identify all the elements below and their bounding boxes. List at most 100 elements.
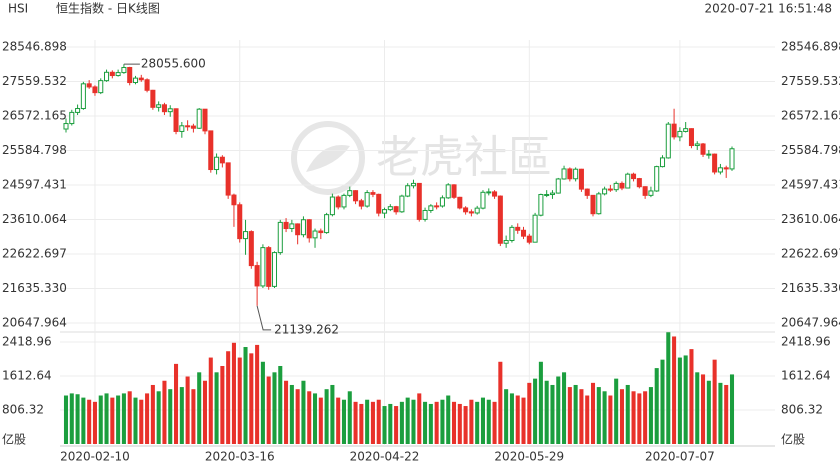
volume-bar	[214, 372, 219, 444]
y2-tick-label: 806.32	[781, 403, 823, 417]
candle-body	[115, 72, 121, 77]
candle-body	[196, 108, 202, 129]
candle-body	[98, 80, 104, 94]
y-tick-label: 1612.64	[2, 369, 52, 383]
volume-bar	[162, 380, 167, 444]
x-tick-label: 2020-05-29	[494, 450, 564, 464]
candle-body	[723, 167, 729, 170]
volume-bar	[498, 361, 503, 444]
volume-bar	[457, 403, 462, 444]
candle-body	[208, 130, 214, 171]
candle-body	[544, 194, 550, 197]
candle-body	[578, 168, 584, 190]
y2-tick-label: 27559.532	[781, 74, 840, 88]
volume-bar	[220, 365, 225, 444]
volume-bar	[538, 361, 543, 444]
candle-body	[173, 108, 179, 132]
candle-body	[364, 192, 370, 207]
volume-bar	[550, 384, 555, 444]
volume-bar	[145, 393, 150, 444]
candle-body	[515, 226, 521, 231]
volume-bar	[423, 401, 428, 444]
y2-tick-label: 25584.798	[781, 143, 840, 157]
candle-body	[237, 204, 243, 240]
candle-body	[353, 190, 359, 202]
y-tick-label: 25584.798	[2, 143, 67, 157]
volume-bar	[243, 347, 248, 444]
annotation-label: 28055.600	[141, 57, 206, 71]
volume-bar	[249, 353, 254, 444]
volume-bar	[417, 393, 422, 444]
candle-body	[329, 196, 335, 216]
volume-bar	[330, 384, 335, 444]
volume-bar	[724, 384, 729, 444]
volume-bar	[579, 389, 584, 444]
candle-body	[590, 194, 596, 215]
volume-bar	[677, 357, 682, 444]
volume-bar	[515, 395, 520, 444]
volume-bar	[272, 372, 277, 444]
candle-body	[648, 190, 654, 196]
candle-body	[150, 89, 156, 108]
candle-body	[671, 123, 677, 138]
volume-bar	[689, 349, 694, 444]
volume-bar	[301, 380, 306, 444]
y-tick-label: 806.32	[2, 403, 44, 417]
candle-body	[549, 192, 555, 196]
volume-bar	[127, 391, 132, 444]
y2-tick-label: 28546.898	[781, 40, 840, 54]
y-tick-label: 22622.697	[2, 247, 67, 261]
candle-body	[434, 205, 440, 208]
candle-body	[306, 219, 312, 239]
volume-bar	[191, 389, 196, 444]
y-tick-label: 21635.330	[2, 281, 67, 295]
y2-tick-label: 24597.431	[781, 178, 840, 192]
candle-body	[439, 197, 445, 207]
y-tick-label: 28546.898	[2, 40, 67, 54]
volume-bar	[712, 359, 717, 444]
candle-body	[474, 207, 480, 214]
candle-body	[271, 252, 278, 287]
volume-bar	[619, 389, 624, 444]
volume-bar	[451, 401, 457, 444]
volume-bar	[92, 401, 97, 444]
volume-bar	[660, 359, 665, 444]
candle-body	[63, 123, 69, 130]
y2-tick-label: 2418.96	[781, 335, 831, 349]
candle-body	[109, 71, 115, 77]
candle-body	[190, 125, 196, 129]
volume-bar	[255, 344, 260, 444]
candle-body	[289, 223, 295, 230]
volume-unit-right: 亿股	[781, 432, 805, 447]
candle-body	[393, 206, 399, 213]
candle-body	[642, 186, 648, 196]
candle-body	[179, 125, 185, 132]
candle-body	[156, 104, 162, 108]
candle-body	[526, 235, 532, 243]
candle-body	[132, 77, 139, 84]
candle-body	[347, 190, 353, 196]
volume-bar	[405, 397, 410, 444]
candle-body	[700, 143, 706, 155]
candle-body	[312, 230, 318, 239]
volume-bar	[440, 399, 445, 444]
candle-body	[358, 200, 364, 207]
candle-body	[636, 178, 642, 188]
volume-bar	[654, 368, 659, 444]
candle-body	[324, 214, 330, 234]
candle-body	[376, 193, 382, 214]
candle-body	[381, 209, 388, 214]
candle-body	[584, 188, 590, 196]
candle-body	[567, 168, 573, 180]
candle-body	[202, 108, 208, 132]
volume-bar	[637, 393, 642, 444]
volume-bar	[562, 372, 567, 444]
volume-bar	[463, 406, 468, 444]
volume-bar	[87, 399, 92, 444]
volume-bar	[318, 397, 323, 444]
y2-tick-label: 20647.964	[781, 316, 840, 330]
candle-body	[405, 185, 411, 197]
volume-bar	[295, 389, 300, 444]
candle-body	[683, 128, 689, 132]
